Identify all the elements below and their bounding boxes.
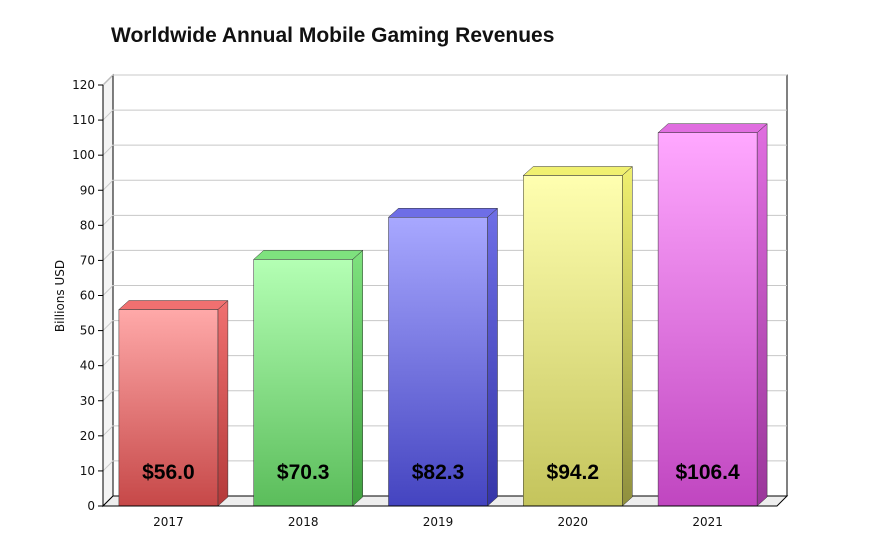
x-axis-ticks: 2017 2018 2019 2020 2021 xyxy=(103,505,777,529)
y-tick-label: 30 xyxy=(80,394,95,408)
data-label: $106.4 xyxy=(675,461,740,484)
y-tick-label: 20 xyxy=(80,429,95,443)
data-label: $94.2 xyxy=(547,461,600,484)
data-label: $82.3 xyxy=(412,461,465,484)
bar-front xyxy=(388,217,488,507)
bar-side xyxy=(622,165,633,507)
y-tick-label: 100 xyxy=(72,148,95,162)
bar-side xyxy=(756,123,768,507)
y-tick-label: 10 xyxy=(80,464,95,478)
bar-front xyxy=(657,132,758,507)
bar-2018: $70.3 xyxy=(253,249,364,507)
bar-side xyxy=(487,207,498,507)
bar-2020: $94.2 xyxy=(522,165,633,507)
bar-side xyxy=(352,249,363,507)
y-tick-label: 120 xyxy=(72,78,95,92)
bar-2021: $106.4 xyxy=(657,123,768,507)
y-tick-label: 70 xyxy=(80,253,95,267)
data-label: $70.3 xyxy=(277,461,330,484)
y-axis-ticks: 0 10 20 30 40 50 60 70 80 90 100 110 120 xyxy=(72,78,104,513)
x-tick-label: 2021 xyxy=(692,515,723,529)
y-axis-label: Billions USD xyxy=(53,260,67,332)
gridline xyxy=(102,109,787,121)
x-tick-label: 2019 xyxy=(423,515,454,529)
data-label: $56.0 xyxy=(142,461,195,484)
bars: $56.0 $70.3 $82.3 $94.2 $106.4 xyxy=(118,123,768,507)
y-tick-label: 90 xyxy=(80,183,95,197)
x-tick-label: 2020 xyxy=(558,515,589,529)
chart-title: Worldwide Annual Mobile Gaming Revenues xyxy=(111,24,554,47)
y-tick-label: 110 xyxy=(72,113,95,127)
bar-top xyxy=(522,166,633,176)
bar-front xyxy=(253,259,353,507)
y-tick-label: 40 xyxy=(80,359,95,373)
bar-2019: $82.3 xyxy=(387,207,499,507)
bar-front xyxy=(523,175,623,507)
y-tick-label: 0 xyxy=(87,499,95,513)
bar-top xyxy=(253,250,364,260)
bar-side xyxy=(217,299,229,507)
y-tick-label: 60 xyxy=(80,289,95,303)
gridline xyxy=(102,74,787,86)
bar-top xyxy=(387,208,499,218)
x-tick-label: 2018 xyxy=(288,515,319,529)
gridline xyxy=(102,144,787,156)
y-tick-label: 50 xyxy=(80,324,95,338)
bar-2017: $56.0 xyxy=(118,299,229,507)
bar-front xyxy=(118,309,219,507)
x-tick-label: 2017 xyxy=(153,515,184,529)
y-tick-label: 80 xyxy=(80,218,95,232)
bar-top xyxy=(118,300,229,310)
bar-top xyxy=(657,123,768,133)
